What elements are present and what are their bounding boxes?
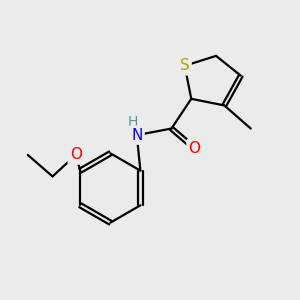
Text: N: N (131, 128, 142, 142)
Text: S: S (180, 58, 190, 73)
Text: O: O (70, 148, 82, 163)
Text: H: H (128, 115, 138, 129)
Text: O: O (189, 141, 201, 156)
